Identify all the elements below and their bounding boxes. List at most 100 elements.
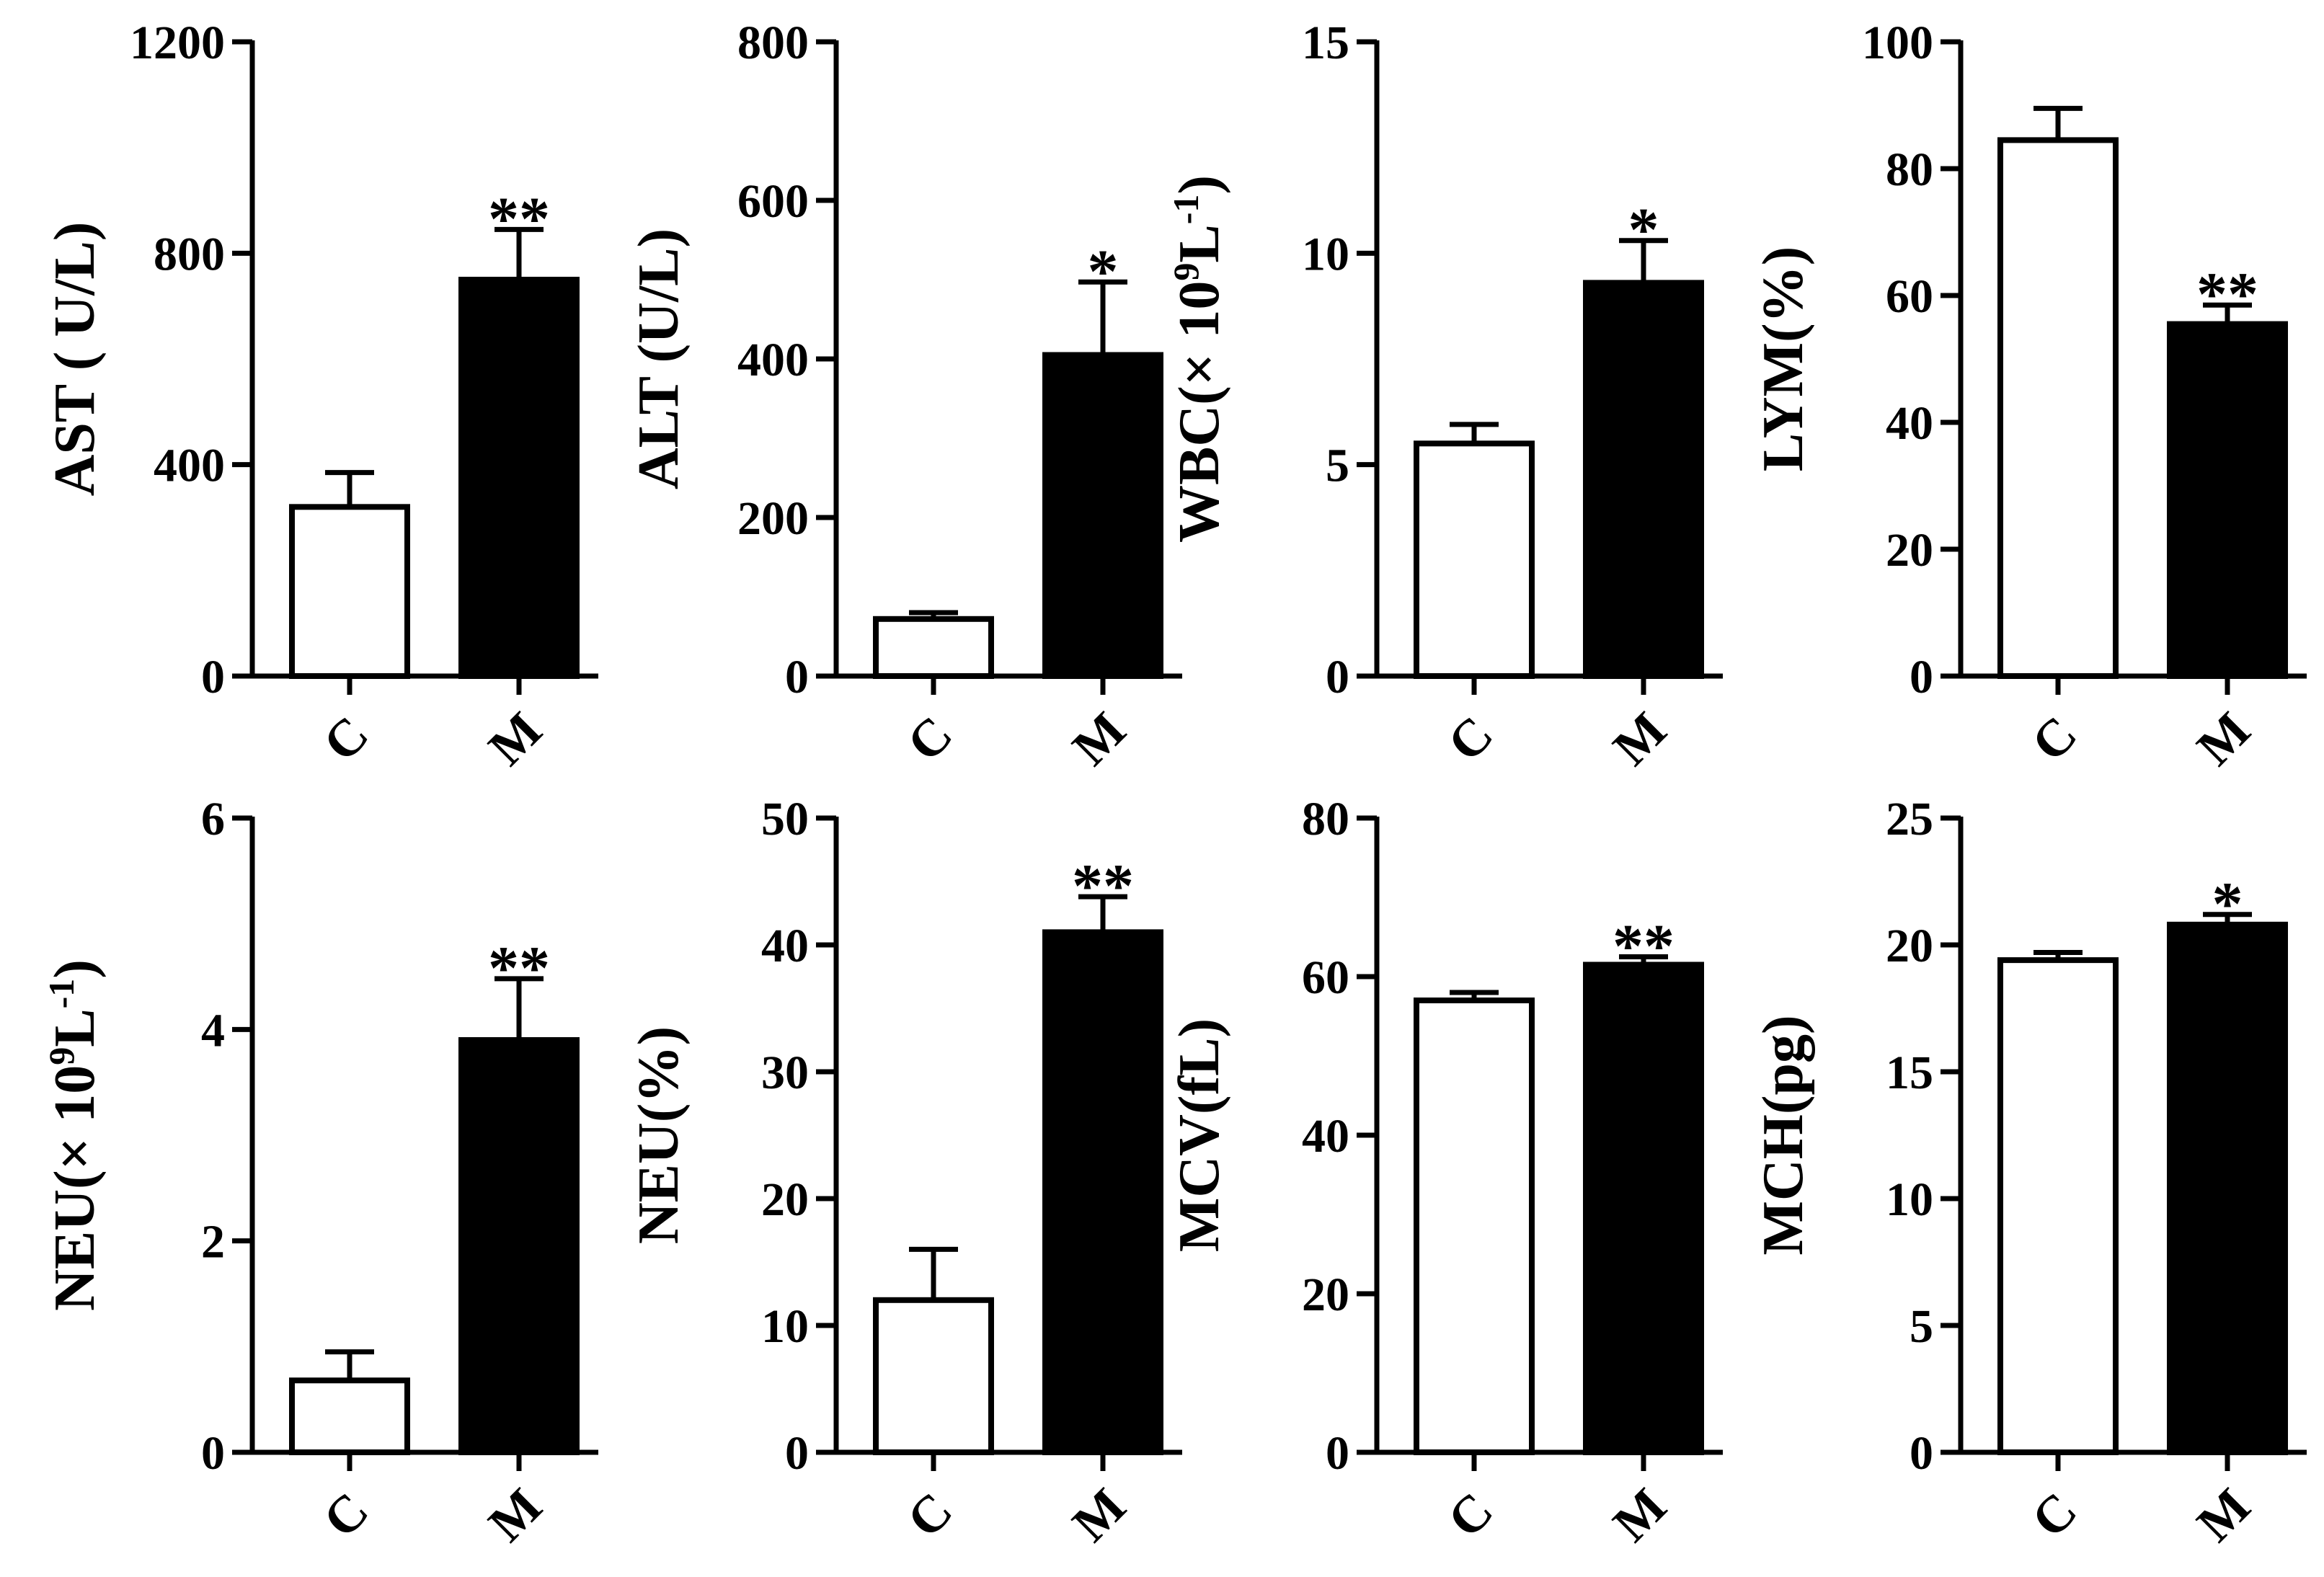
y-tick-label: 15 — [1886, 1047, 1933, 1099]
panel-alt: 0 200 400 600 800 C * M ALT (U/L) — [627, 17, 1182, 776]
y-axis-label: NEU(× 109L-1) — [41, 959, 107, 1311]
y-axis-label-sup1: 9 — [41, 1047, 81, 1065]
y-axis-label-end: ) — [43, 959, 107, 979]
bar-c — [873, 616, 994, 679]
y-tick-label: 1200 — [130, 17, 225, 69]
y-axis-label-end: ) — [1168, 175, 1231, 195]
category-label: C — [1437, 1481, 1504, 1548]
y-tick-label: 15 — [1302, 17, 1349, 69]
significance-label: ** — [2196, 259, 2258, 329]
y-axis-label: WBC(× 109L-1) — [1166, 175, 1231, 543]
category-label: M — [477, 701, 553, 776]
y-tick-label: 10 — [761, 1300, 809, 1353]
y-axis-label-sup1: 9 — [1166, 263, 1206, 281]
significance-label: * — [1088, 236, 1119, 306]
significance-label: * — [1628, 195, 1659, 265]
category-label: M — [2186, 1477, 2261, 1552]
y-tick-label: 5 — [1910, 1300, 1933, 1353]
y-axis-label: AST ( U/L) — [43, 222, 107, 497]
y-axis-label: NEU(%) — [627, 1026, 691, 1244]
y-tick-label: 4 — [201, 1004, 225, 1057]
y-tick-label: 20 — [1886, 524, 1933, 577]
panel-lym: 0 20 40 60 80 100 C ** M LYM(%) — [1752, 17, 2307, 776]
y-tick-label: 400 — [737, 334, 809, 386]
y-axis-label: ALT (U/L) — [627, 228, 691, 489]
bar-m — [2167, 321, 2288, 679]
y-axis-label-main: LYM(%) — [1752, 246, 1815, 472]
category-label: C — [2021, 705, 2088, 772]
y-tick-label: 800 — [737, 17, 809, 69]
y-tick-label: 40 — [1302, 1110, 1349, 1163]
significance-label: ** — [488, 933, 550, 1003]
y-tick-label: 0 — [785, 651, 809, 703]
category-label: M — [1061, 701, 1137, 776]
y-axis-label: LYM(%) — [1752, 246, 1815, 472]
y-tick-label: 10 — [1886, 1173, 1933, 1226]
y-tick-label: 0 — [201, 1427, 225, 1480]
y-tick-label: 60 — [1302, 951, 1349, 1004]
y-tick-label: 25 — [1886, 793, 1933, 845]
y-axis-label: MCV(fL) — [1168, 1018, 1231, 1252]
category-label: C — [312, 1481, 379, 1548]
y-tick-label: 50 — [761, 793, 809, 845]
y-tick-label: 0 — [1326, 1427, 1349, 1480]
y-tick-label: 40 — [761, 920, 809, 972]
y-tick-label: 600 — [737, 175, 809, 228]
category-label: M — [1602, 701, 1677, 776]
category-label: C — [312, 705, 379, 772]
y-tick-label: 40 — [1886, 397, 1933, 450]
y-axis-label-main: MCV(fL) — [1168, 1018, 1231, 1252]
y-tick-label: 6 — [201, 793, 225, 845]
significance-label: ** — [1072, 851, 1134, 920]
panel-wbc: 0 5 10 15 C * M WBC(× 109L-1) — [1166, 17, 1723, 776]
y-tick-label: 80 — [1302, 793, 1349, 845]
y-tick-label: 10 — [1302, 228, 1349, 280]
y-tick-label: 200 — [737, 492, 809, 545]
y-tick-label: 20 — [761, 1173, 809, 1226]
panel-ast: 0 400 800 1200 C ** M AST ( U/L) — [43, 17, 598, 776]
panel-neu-percent: 0 10 20 30 40 50 C ** M NEU(%) — [627, 793, 1182, 1552]
y-axis-label-main: WBC(× 10 — [1168, 281, 1231, 543]
y-tick-label: 0 — [1326, 651, 1349, 703]
panel-mcv: 0 20 40 60 80 C ** M MCV(fL) — [1168, 793, 1723, 1552]
y-tick-label: 400 — [154, 440, 225, 492]
bar-m — [2167, 921, 2288, 1455]
bar-m — [1042, 352, 1163, 679]
y-axis-label-main: MCH(pg) — [1752, 1015, 1815, 1255]
y-tick-label: 800 — [154, 228, 225, 280]
y-axis-label-sup2: -1 — [1166, 195, 1206, 225]
y-tick-label: 80 — [1886, 143, 1933, 196]
significance-label: * — [2212, 869, 2243, 938]
bar-c — [289, 1377, 410, 1456]
category-label: C — [896, 1481, 963, 1548]
category-label: C — [896, 705, 963, 772]
bar-c — [1997, 957, 2119, 1455]
y-tick-label: 100 — [1862, 17, 1933, 69]
y-axis-label-main: NEU(%) — [627, 1026, 691, 1244]
bar-c — [289, 504, 410, 679]
significance-label: ** — [488, 184, 550, 253]
y-tick-label: 20 — [1886, 920, 1933, 972]
y-tick-label: 0 — [1910, 651, 1933, 703]
panel-mch: 0 5 10 15 20 25 C * M MCH(pg) — [1752, 793, 2307, 1552]
y-axis-label-mid: L — [43, 1008, 107, 1047]
y-tick-label: 30 — [761, 1047, 809, 1099]
category-label: M — [1061, 1477, 1137, 1552]
y-tick-label: 0 — [785, 1427, 809, 1480]
y-axis-label-main: AST ( U/L) — [43, 222, 107, 497]
y-axis-label-sup2: -1 — [41, 979, 81, 1009]
y-tick-label: 5 — [1326, 440, 1349, 492]
category-label: M — [477, 1477, 553, 1552]
y-axis-label: MCH(pg) — [1752, 1015, 1815, 1255]
y-axis-label-main: ALT (U/L) — [627, 228, 691, 489]
y-tick-label: 0 — [201, 651, 225, 703]
bar-c — [1414, 440, 1535, 679]
y-axis-label-main: NEU(× 10 — [43, 1065, 107, 1311]
bar-c — [1414, 998, 1535, 1455]
bar-m — [458, 277, 580, 679]
panel-neu-count: 0 2 4 6 C ** M NEU(× 109L-1) — [41, 793, 598, 1552]
bar-m — [1583, 961, 1704, 1455]
y-axis-label-mid: L — [1168, 224, 1231, 262]
significance-label: ** — [1613, 912, 1675, 981]
